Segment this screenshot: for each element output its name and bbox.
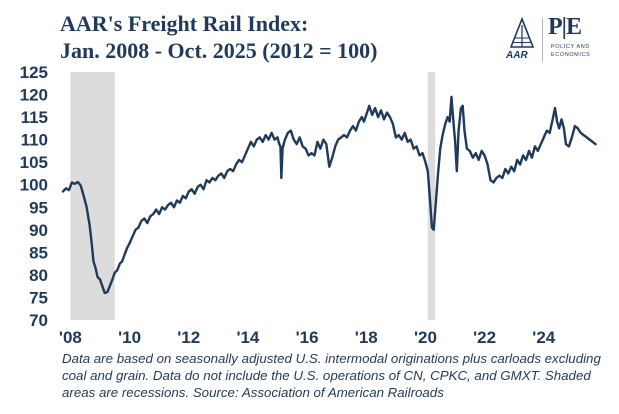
x-tick-label: '24 — [532, 328, 555, 347]
y-tick-label: 120 — [20, 86, 48, 105]
y-tick-label: 105 — [20, 153, 48, 172]
y-tick-label: 100 — [20, 176, 48, 195]
logo-divider — [542, 18, 543, 62]
y-tick-label: 90 — [29, 221, 48, 240]
x-tick-label: '22 — [473, 328, 496, 347]
y-tick-label: 95 — [29, 198, 48, 217]
chart-title-line1: AAR's Freight Rail Index: — [60, 11, 309, 36]
recession-band-1 — [70, 72, 115, 320]
y-tick-label: 85 — [29, 243, 48, 262]
x-tick-label: '16 — [296, 328, 319, 347]
pe-logo-text: P|E — [548, 14, 582, 40]
footnote: Data are based on seasonally adjusted U.… — [62, 351, 601, 400]
series-layer — [61, 95, 597, 295]
recession-band-2 — [427, 72, 436, 320]
y-axis: 125 120 115 110 105 100 95 90 85 80 75 70 — [20, 63, 48, 330]
y-tick-label: 75 — [29, 288, 48, 307]
y-tick-label: 70 — [29, 311, 48, 330]
x-tick-label: '14 — [236, 328, 259, 347]
pe-logo-sub1: POLICY AND — [551, 44, 590, 50]
chart-title-line2: Jan. 2008 - Oct. 2025 (2012 = 100) — [60, 38, 378, 63]
x-tick-label: '20 — [414, 328, 437, 347]
recession-layer — [70, 72, 436, 320]
x-tick-label: '08 — [59, 328, 82, 347]
y-tick-label: 110 — [21, 131, 48, 150]
series-line-1 — [61, 95, 597, 295]
y-tick-label: 125 — [20, 63, 48, 82]
x-tick-label: '12 — [177, 328, 200, 347]
aar-logo-text: AAR — [506, 50, 528, 61]
aar-pe-logo: AAR P|E POLICY AND ECONOMICS — [502, 14, 612, 66]
pe-logo-sub2: ECONOMICS — [551, 52, 591, 58]
x-axis: '08 '10 '12 '14 '16 '18 '20 '22 '24 — [59, 328, 556, 347]
y-tick-label: 115 — [21, 108, 48, 127]
freight-rail-index-chart: 125 120 115 110 105 100 95 90 85 80 75 70 '08 '10 '12… — [20, 63, 597, 347]
x-tick-label: '10 — [118, 328, 141, 347]
chart-title: AAR's Freight Rail Index: Jan. 2008 - Oc… — [60, 10, 377, 64]
y-tick-label: 80 — [29, 266, 48, 285]
aar-logo-icon — [509, 16, 535, 48]
x-tick-label: '18 — [355, 328, 378, 347]
